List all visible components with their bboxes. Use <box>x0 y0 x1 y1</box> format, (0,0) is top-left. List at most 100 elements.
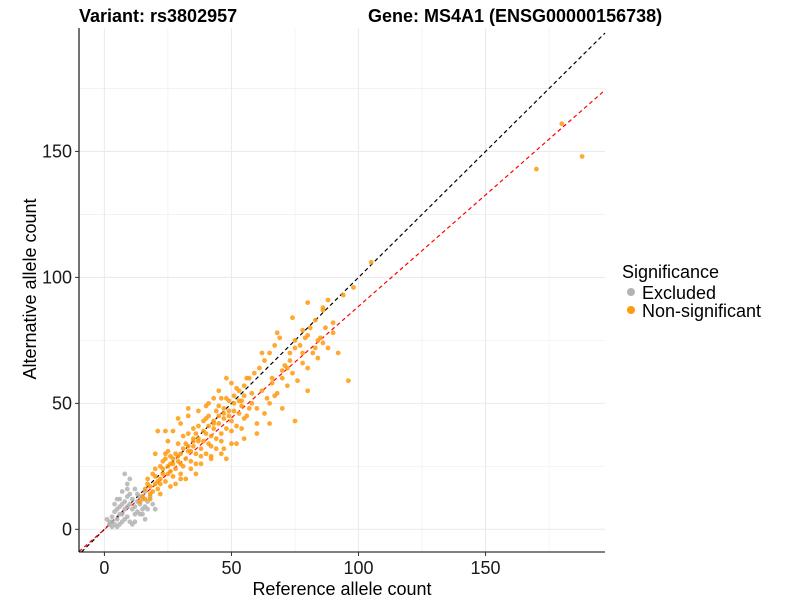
data-point-excluded <box>150 501 156 507</box>
data-point-non-significant <box>223 375 229 381</box>
data-point-non-significant <box>234 441 239 447</box>
data-point-non-significant <box>185 431 191 436</box>
data-point-non-significant <box>312 345 318 351</box>
data-point-non-significant <box>300 360 306 366</box>
data-point-non-significant <box>305 300 311 305</box>
data-point-excluded <box>104 516 110 522</box>
data-point-non-significant <box>208 443 214 449</box>
data-point-non-significant <box>277 335 283 341</box>
data-point-excluded <box>124 481 130 487</box>
data-point-non-significant <box>264 395 270 401</box>
data-point-non-significant <box>168 468 173 474</box>
legend-key-excluded <box>627 288 635 296</box>
data-point-non-significant <box>183 456 189 462</box>
data-point-non-significant <box>201 438 206 444</box>
reference-lines <box>78 32 606 553</box>
data-point-excluded <box>142 516 148 522</box>
data-point-excluded <box>127 476 133 482</box>
data-point-non-significant <box>310 350 316 356</box>
data-point-non-significant <box>340 292 346 298</box>
data-point-non-significant <box>307 325 313 331</box>
data-point-non-significant <box>229 380 234 386</box>
data-point-non-significant <box>206 413 211 419</box>
data-point-non-significant <box>315 355 321 361</box>
legend-key-non-significant <box>627 306 635 314</box>
tick-labels: 0 50 100 150 0 50 100 150 <box>42 141 501 578</box>
data-point-excluded <box>132 486 138 492</box>
data-point-non-significant <box>325 345 331 351</box>
data-point-non-significant <box>157 491 163 497</box>
data-point-non-significant <box>178 421 184 426</box>
data-point-non-significant <box>323 325 328 331</box>
data-point-non-significant <box>218 438 224 444</box>
data-point-excluded <box>152 506 158 512</box>
data-point-excluded <box>140 506 145 512</box>
data-point-non-significant <box>290 315 295 321</box>
data-point-non-significant <box>201 428 206 434</box>
data-point-non-significant <box>170 456 176 462</box>
data-point-non-significant <box>216 403 222 409</box>
data-point-non-significant <box>559 121 565 127</box>
x-tick-label: 50 <box>221 558 241 578</box>
data-point-non-significant <box>213 436 219 442</box>
data-point-non-significant <box>208 433 214 439</box>
data-point-non-significant <box>267 421 272 426</box>
data-point-non-significant <box>183 476 189 482</box>
data-point-non-significant <box>165 438 171 444</box>
x-tick-label: 0 <box>99 558 109 578</box>
data-point-non-significant <box>175 453 181 459</box>
data-point-non-significant <box>211 421 217 426</box>
data-point-non-significant <box>269 380 275 386</box>
data-point-non-significant <box>208 453 214 459</box>
data-point-non-significant <box>170 474 176 479</box>
data-point-non-significant <box>188 448 194 454</box>
data-point-non-significant <box>254 421 260 426</box>
data-point-non-significant <box>249 400 255 406</box>
data-point-non-significant <box>213 446 219 452</box>
data-point-non-significant <box>241 436 247 442</box>
data-point-non-significant <box>155 428 161 434</box>
data-point-non-significant <box>292 337 298 343</box>
data-point-non-significant <box>254 406 260 411</box>
data-point-non-significant <box>201 418 206 424</box>
data-point-non-significant <box>302 335 308 341</box>
data-point-non-significant <box>196 408 201 414</box>
grid-lines <box>79 28 605 552</box>
data-point-non-significant <box>185 406 191 411</box>
data-point-non-significant <box>147 496 153 502</box>
data-point-non-significant <box>236 388 242 394</box>
data-point-non-significant <box>345 378 351 384</box>
chart-title-variant: Variant: rs3802957 <box>79 6 237 26</box>
y-tick-label: 150 <box>42 141 72 161</box>
data-point-excluded <box>129 496 135 502</box>
data-point-non-significant <box>193 451 199 457</box>
data-point-non-significant <box>152 451 158 457</box>
data-point-non-significant <box>185 413 191 419</box>
y-tick-label: 0 <box>62 519 72 539</box>
data-point-non-significant <box>178 476 184 482</box>
data-point-non-significant <box>330 320 336 326</box>
data-point-non-significant <box>262 411 267 416</box>
data-point-non-significant <box>190 426 196 431</box>
data-point-non-significant <box>198 446 204 452</box>
data-point-non-significant <box>320 305 326 311</box>
data-point-non-significant <box>211 395 217 401</box>
legend-title: Significance <box>622 262 719 282</box>
axes <box>75 28 605 556</box>
data-point-non-significant <box>196 423 201 429</box>
data-point-non-significant <box>267 400 272 406</box>
data-point-non-significant <box>221 411 227 416</box>
data-point-non-significant <box>185 443 191 449</box>
y-tick-label: 100 <box>42 267 72 287</box>
data-point-non-significant <box>193 471 199 477</box>
data-point-non-significant <box>160 471 166 477</box>
data-point-non-significant <box>188 466 194 472</box>
data-point-non-significant <box>198 453 204 459</box>
data-point-excluded <box>132 504 138 510</box>
data-point-non-significant <box>173 466 178 472</box>
data-point-non-significant <box>152 474 158 479</box>
data-point-non-significant <box>297 343 303 348</box>
data-point-non-significant <box>221 406 227 411</box>
data-point-excluded <box>127 501 133 507</box>
data-point-non-significant <box>157 463 163 469</box>
